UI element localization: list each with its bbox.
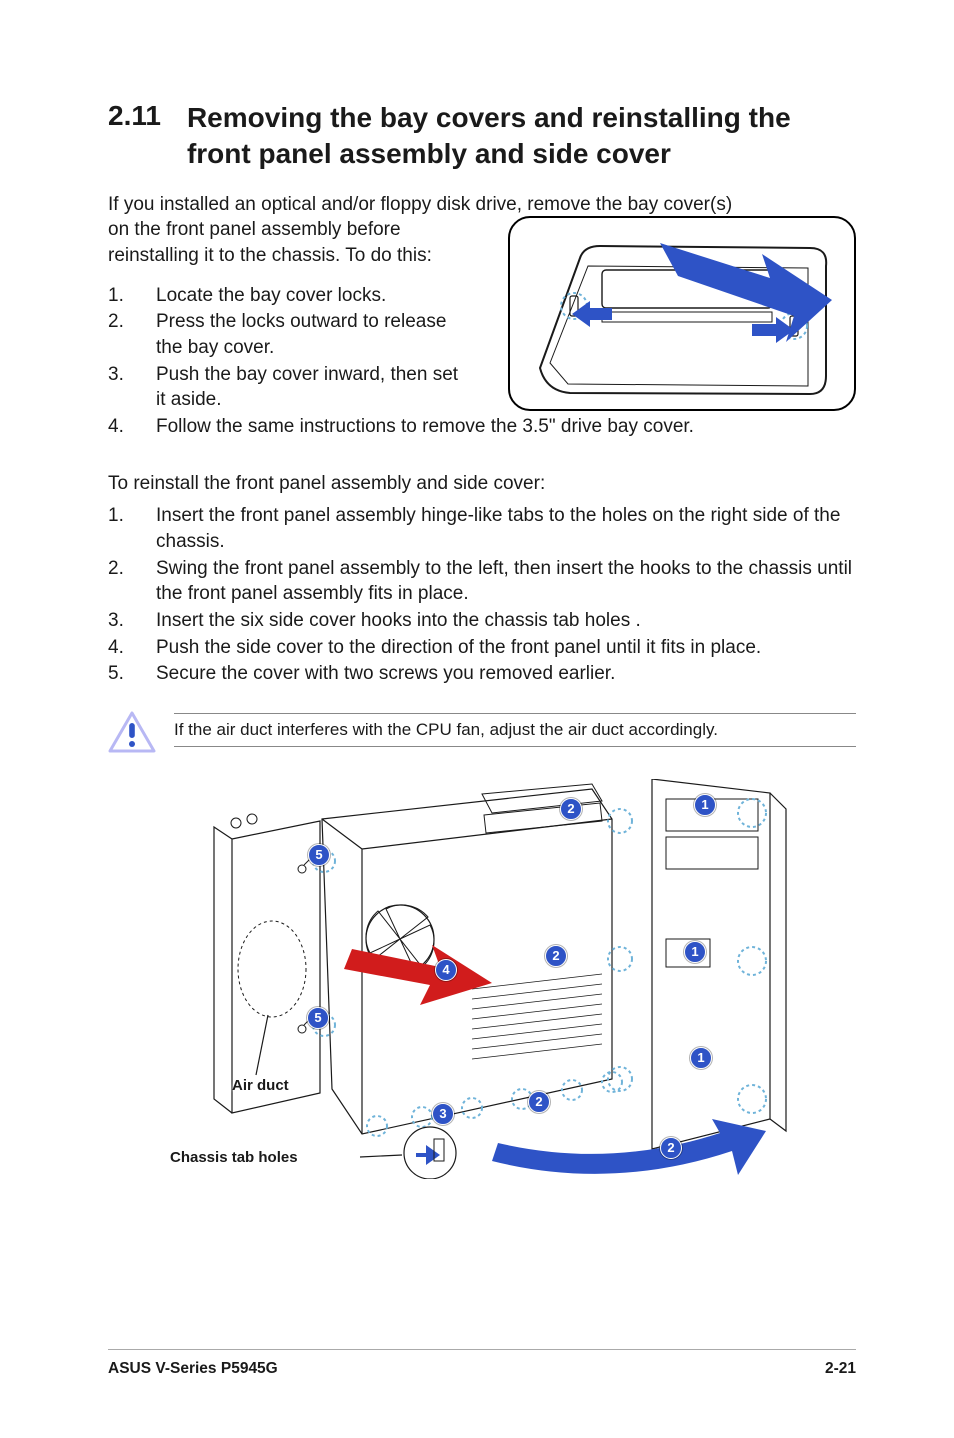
reinstall-steps-list: Insert the front panel assembly hinge-li…: [108, 503, 856, 686]
callout-badge: 2: [660, 1137, 682, 1159]
footer-page: 2-21: [825, 1360, 856, 1378]
remove-step: Follow the same instructions to remove t…: [108, 414, 856, 440]
note-text: If the air duct interferes with the CPU …: [174, 713, 856, 747]
note-box: If the air duct interferes with the CPU …: [108, 713, 856, 753]
remove-step: Press the locks outward to release the b…: [108, 309, 468, 360]
reinstall-step: Swing the front panel assembly to the le…: [108, 556, 856, 607]
callout-badge: 3: [432, 1103, 454, 1125]
callout-badge: 1: [684, 941, 706, 963]
reinstall-heading: To reinstall the front panel assembly an…: [108, 473, 856, 495]
figure-chassis-assembly: Air duct Chassis tab holes 1 2 5 1 2 4 5 1 3 2 2: [172, 779, 792, 1179]
callout-badge: 4: [435, 959, 457, 981]
intro-line1: If you installed an optical and/or flopp…: [108, 192, 856, 218]
callout-badge: 2: [545, 945, 567, 967]
intro-block: If you installed an optical and/or flopp…: [108, 192, 856, 440]
callout-badge: 1: [690, 1047, 712, 1069]
label-chassis-tab-holes: Chassis tab holes: [170, 1149, 298, 1166]
section-title: Removing the bay covers and reinstalling…: [187, 100, 856, 172]
label-air-duct: Air duct: [232, 1077, 289, 1094]
callout-badge: 1: [694, 794, 716, 816]
remove-step: Push the bay cover inward, then set it a…: [108, 362, 468, 413]
reinstall-step: Insert the six side cover hooks into the…: [108, 608, 856, 634]
page-footer: ASUS V-Series P5945G 2-21: [108, 1349, 856, 1378]
intro-line2: on the front panel assembly before reins…: [108, 217, 468, 268]
callout-badge: 5: [307, 1007, 329, 1029]
section-number: 2.11: [108, 100, 161, 132]
remove-step: Locate the bay cover locks.: [108, 283, 468, 309]
section-heading: 2.11 Removing the bay covers and reinsta…: [108, 100, 856, 172]
callout-badge: 2: [560, 798, 582, 820]
callout-badge: 2: [528, 1091, 550, 1113]
footer-product: ASUS V-Series P5945G: [108, 1360, 278, 1378]
reinstall-step: Secure the cover with two screws you rem…: [108, 661, 856, 687]
reinstall-step: Insert the front panel assembly hinge-li…: [108, 503, 856, 554]
callout-badge: 5: [308, 844, 330, 866]
caution-icon: [108, 711, 156, 753]
reinstall-step: Push the side cover to the direction of …: [108, 635, 856, 661]
figure-bay-cover: [508, 216, 856, 411]
